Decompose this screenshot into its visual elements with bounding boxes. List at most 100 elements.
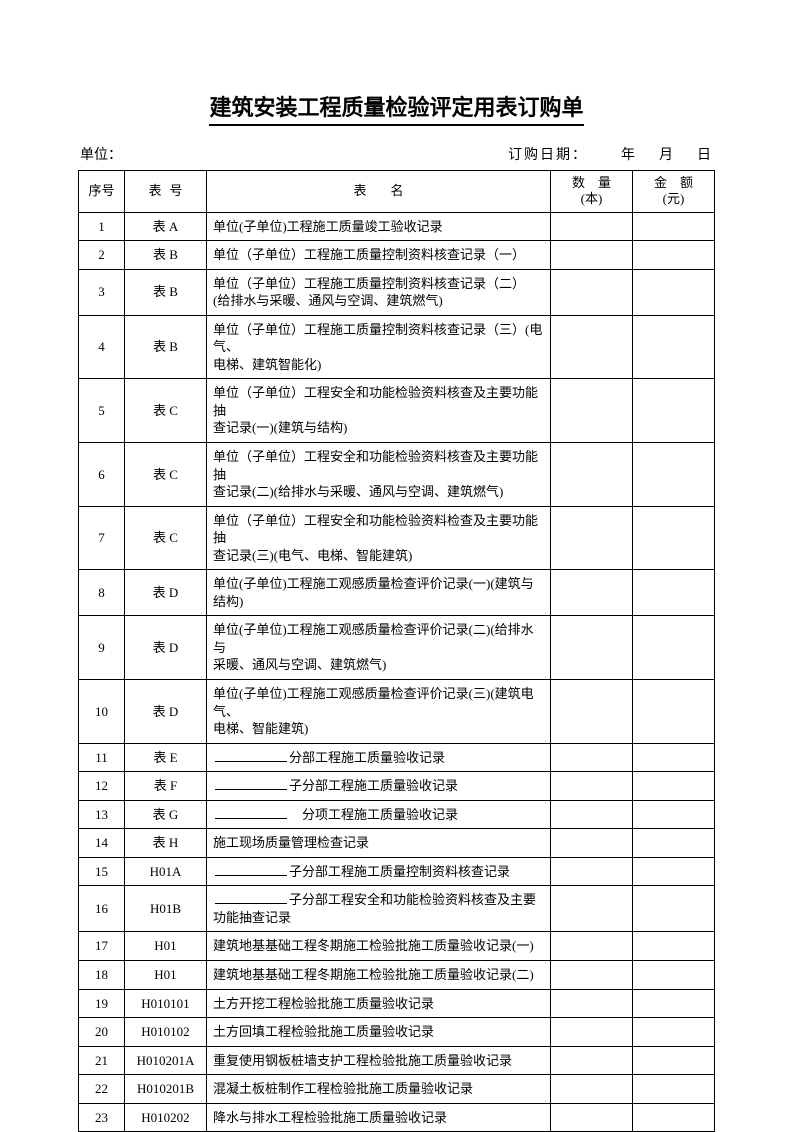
cell-name: 单位（子单位）工程施工质量控制资料核查记录（一） — [207, 241, 551, 270]
cell-name: 建筑地基基础工程冬期施工检验批施工质量验收记录(一) — [207, 932, 551, 961]
cell-qty[interactable] — [551, 315, 633, 379]
cell-qty[interactable] — [551, 989, 633, 1018]
cell-amt[interactable] — [633, 800, 715, 829]
cell-code: 表 A — [125, 212, 207, 241]
cell-seq: 16 — [79, 886, 125, 932]
cell-qty[interactable] — [551, 570, 633, 616]
cell-amt[interactable] — [633, 1103, 715, 1132]
table-row: 20H010102土方回填工程检验批施工质量验收记录 — [79, 1018, 715, 1047]
cell-amt[interactable] — [633, 961, 715, 990]
table-row: 11表 E分部工程施工质量验收记录 — [79, 743, 715, 772]
cell-code: 表 C — [125, 442, 207, 506]
cell-code: 表 B — [125, 241, 207, 270]
cell-seq: 8 — [79, 570, 125, 616]
fill-blank[interactable] — [215, 749, 287, 762]
cell-code: H010201B — [125, 1075, 207, 1104]
cell-name: 子分部工程施工质量控制资料核查记录 — [207, 857, 551, 886]
fill-blank[interactable] — [215, 891, 287, 904]
table-row: 8表 D单位(子单位)工程施工观感质量检查评价记录(一)(建筑与结构) — [79, 570, 715, 616]
cell-name: 单位(子单位)工程施工观感质量检查评价记录(一)(建筑与结构) — [207, 570, 551, 616]
cell-amt[interactable] — [633, 379, 715, 443]
cell-code: 表 B — [125, 315, 207, 379]
cell-code: H010101 — [125, 989, 207, 1018]
cell-qty[interactable] — [551, 1103, 633, 1132]
table-row: 14表 H施工现场质量管理检查记录 — [79, 829, 715, 858]
cell-qty[interactable] — [551, 800, 633, 829]
table-row: 2表 B单位（子单位）工程施工质量控制资料核查记录（一） — [79, 241, 715, 270]
col-qty: 数 量(本) — [551, 171, 633, 213]
cell-amt[interactable] — [633, 772, 715, 801]
cell-name: 单位（子单位）工程安全和功能检验资料核查及主要功能抽查记录(一)(建筑与结构) — [207, 379, 551, 443]
cell-amt[interactable] — [633, 315, 715, 379]
cell-qty[interactable] — [551, 857, 633, 886]
table-row: 4表 B单位（子单位）工程施工质量控制资料核查记录（三）(电气、电梯、建筑智能化… — [79, 315, 715, 379]
cell-seq: 14 — [79, 829, 125, 858]
cell-amt[interactable] — [633, 241, 715, 270]
cell-qty[interactable] — [551, 961, 633, 990]
cell-amt[interactable] — [633, 989, 715, 1018]
cell-amt[interactable] — [633, 1046, 715, 1075]
cell-code: 表 D — [125, 570, 207, 616]
fill-blank[interactable] — [215, 806, 287, 819]
cell-name: 土方开挖工程检验批施工质量验收记录 — [207, 989, 551, 1018]
cell-seq: 2 — [79, 241, 125, 270]
cell-code: H01A — [125, 857, 207, 886]
cell-code: 表 G — [125, 800, 207, 829]
cell-name: 重复使用钢板桩墙支护工程检验批施工质量验收记录 — [207, 1046, 551, 1075]
cell-qty[interactable] — [551, 743, 633, 772]
cell-qty[interactable] — [551, 442, 633, 506]
cell-amt[interactable] — [633, 679, 715, 743]
table-row: 3表 B单位（子单位）工程施工质量控制资料核查记录（二）(给排水与采暖、通风与空… — [79, 269, 715, 315]
cell-code: H01B — [125, 886, 207, 932]
cell-qty[interactable] — [551, 616, 633, 680]
cell-amt[interactable] — [633, 829, 715, 858]
cell-seq: 15 — [79, 857, 125, 886]
table-row: 16H01B子分部工程安全和功能检验资料核查及主要功能抽查记录 — [79, 886, 715, 932]
cell-amt[interactable] — [633, 886, 715, 932]
cell-amt[interactable] — [633, 1018, 715, 1047]
cell-amt[interactable] — [633, 506, 715, 570]
cell-qty[interactable] — [551, 1018, 633, 1047]
cell-amt[interactable] — [633, 857, 715, 886]
cell-amt[interactable] — [633, 212, 715, 241]
cell-qty[interactable] — [551, 772, 633, 801]
cell-name: 施工现场质量管理检查记录 — [207, 829, 551, 858]
cell-qty[interactable] — [551, 1046, 633, 1075]
table-row: 22H010201B混凝土板桩制作工程检验批施工质量验收记录 — [79, 1075, 715, 1104]
cell-amt[interactable] — [633, 743, 715, 772]
cell-qty[interactable] — [551, 241, 633, 270]
table-row: 5表 C单位（子单位）工程安全和功能检验资料核查及主要功能抽查记录(一)(建筑与… — [79, 379, 715, 443]
cell-qty[interactable] — [551, 379, 633, 443]
unit-label: 单位： — [80, 144, 122, 164]
cell-seq: 18 — [79, 961, 125, 990]
cell-qty[interactable] — [551, 212, 633, 241]
col-seq: 序号 — [79, 171, 125, 213]
cell-seq: 23 — [79, 1103, 125, 1132]
cell-name: 分项工程施工质量验收记录 — [207, 800, 551, 829]
col-name: 表名 — [207, 171, 551, 213]
cell-qty[interactable] — [551, 679, 633, 743]
table-row: 17H01建筑地基基础工程冬期施工检验批施工质量验收记录(一) — [79, 932, 715, 961]
cell-seq: 6 — [79, 442, 125, 506]
cell-seq: 1 — [79, 212, 125, 241]
cell-qty[interactable] — [551, 829, 633, 858]
cell-seq: 3 — [79, 269, 125, 315]
table-row: 23H010202降水与排水工程检验批施工质量验收记录 — [79, 1103, 715, 1132]
cell-qty[interactable] — [551, 1075, 633, 1104]
fill-blank[interactable] — [215, 863, 287, 876]
page-title: 建筑安装工程质量检验评定用表订购单 — [209, 90, 583, 126]
cell-amt[interactable] — [633, 570, 715, 616]
cell-qty[interactable] — [551, 269, 633, 315]
cell-amt[interactable] — [633, 1075, 715, 1104]
cell-qty[interactable] — [551, 886, 633, 932]
cell-amt[interactable] — [633, 932, 715, 961]
cell-name: 单位(子单位)工程施工观感质量检查评价记录(二)(给排水与采暖、通风与空调、建筑… — [207, 616, 551, 680]
fill-blank[interactable] — [215, 777, 287, 790]
cell-qty[interactable] — [551, 932, 633, 961]
cell-amt[interactable] — [633, 616, 715, 680]
cell-name: 单位（子单位）工程施工质量控制资料核查记录（三）(电气、电梯、建筑智能化) — [207, 315, 551, 379]
cell-name: 子分部工程施工质量验收记录 — [207, 772, 551, 801]
cell-qty[interactable] — [551, 506, 633, 570]
cell-amt[interactable] — [633, 442, 715, 506]
cell-amt[interactable] — [633, 269, 715, 315]
